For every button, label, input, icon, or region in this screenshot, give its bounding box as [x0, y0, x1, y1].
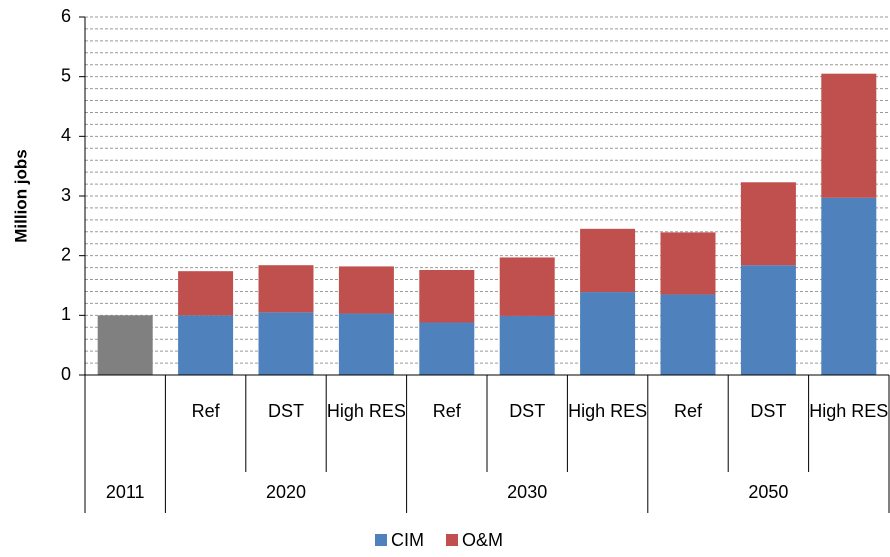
- y-tick-label: 0: [61, 364, 71, 384]
- bar-segment: [419, 322, 475, 375]
- y-tick-label: 5: [61, 65, 71, 85]
- bar-segment: [178, 315, 234, 375]
- bar-segment: [338, 313, 394, 375]
- bar-segment: [499, 315, 555, 375]
- bar-segment: [258, 265, 314, 313]
- bar-segment: [660, 294, 716, 375]
- x-tick-label: Ref: [673, 401, 702, 421]
- legend-swatch: [375, 534, 387, 546]
- bar-segment: [580, 292, 636, 375]
- group-label: 2020: [266, 482, 306, 502]
- y-axis-label: Million jobs: [11, 149, 30, 243]
- x-tick-label: High RES: [809, 401, 889, 421]
- legend-label: O&M: [462, 530, 503, 550]
- bar-segment: [258, 312, 314, 375]
- x-tick-label: Ref: [191, 401, 220, 421]
- y-tick-label: 6: [61, 6, 71, 26]
- x-tick-label: High RES: [326, 401, 406, 421]
- bar-segment: [178, 271, 234, 316]
- bar-segment: [740, 182, 796, 266]
- bar-segment: [97, 315, 153, 375]
- y-tick-label: 4: [61, 125, 71, 145]
- y-tick-label: 1: [61, 304, 71, 324]
- y-tick-label: 3: [61, 185, 71, 205]
- group-label: 2011: [106, 482, 145, 502]
- legend-swatch: [446, 534, 458, 546]
- bar-segment: [821, 73, 877, 198]
- y-tick-label: 2: [61, 244, 71, 264]
- bar-segment: [740, 265, 796, 375]
- x-tick-label: DST: [509, 401, 546, 421]
- bar-segment: [821, 197, 877, 375]
- bar-segment: [338, 266, 394, 314]
- x-tick-label: DST: [268, 401, 304, 421]
- legend-label: CIM: [391, 530, 424, 550]
- bar-segment: [419, 269, 475, 323]
- x-tick-label: High RES: [568, 401, 648, 421]
- group-label: 2030: [507, 482, 547, 502]
- bar-segment: [660, 232, 716, 295]
- group-label: 2050: [748, 482, 788, 502]
- x-tick-label: DST: [750, 401, 787, 421]
- bar-segment: [580, 228, 636, 293]
- x-tick-label: Ref: [432, 401, 461, 421]
- bar-segment: [499, 257, 555, 316]
